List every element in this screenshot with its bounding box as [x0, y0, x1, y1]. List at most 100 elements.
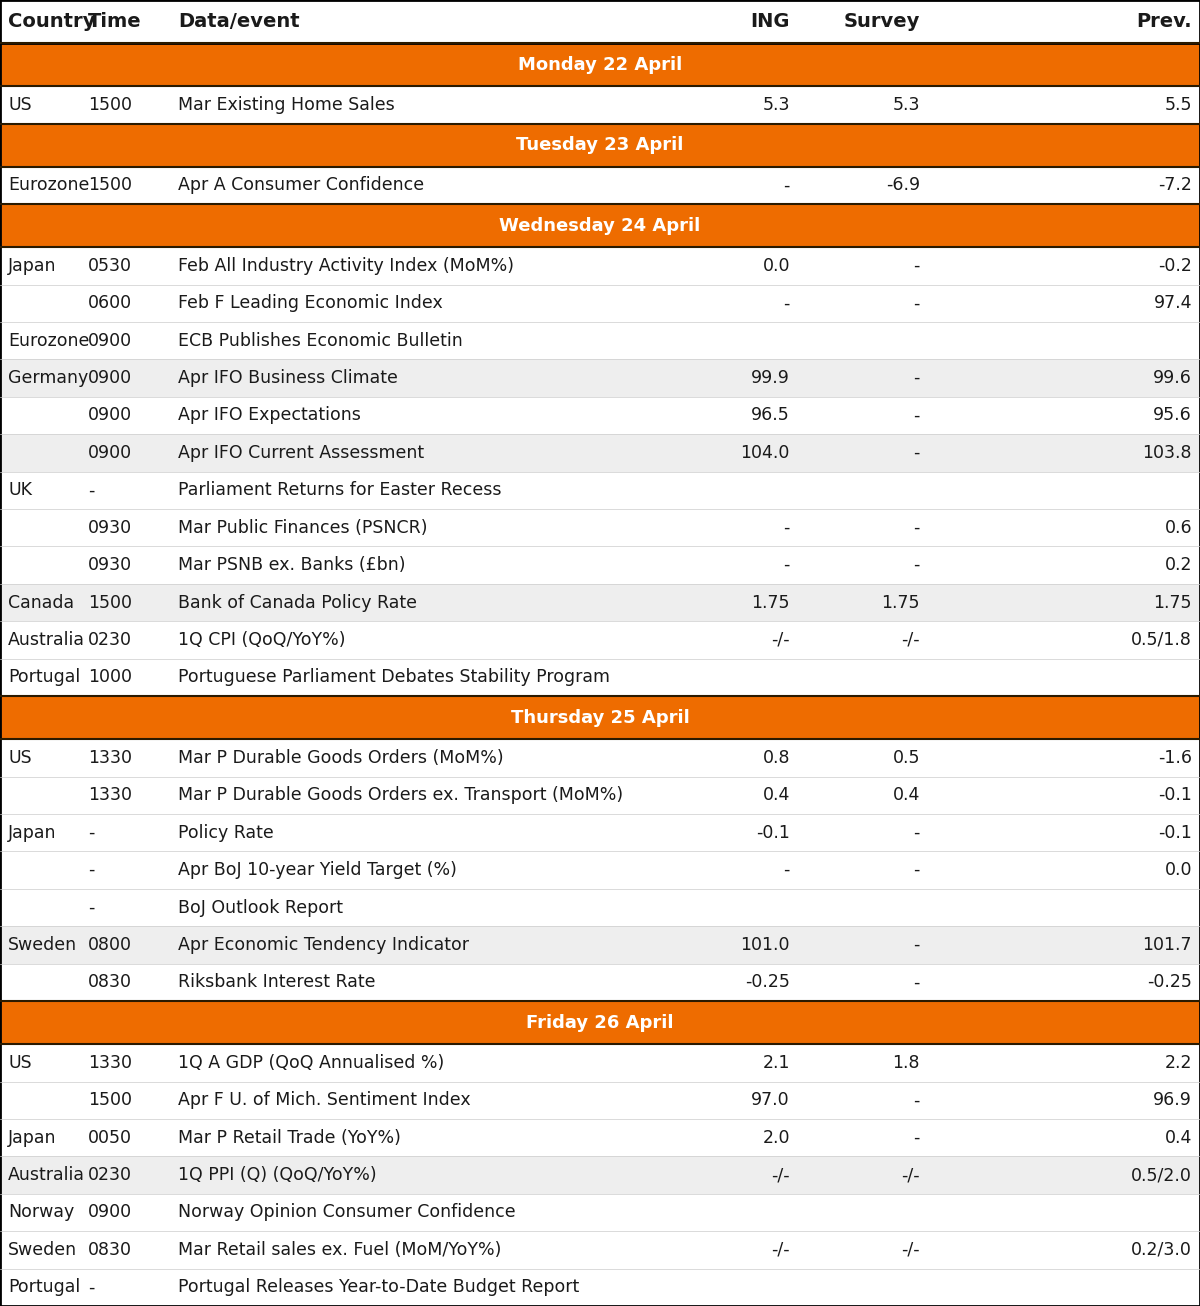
Bar — [0, 1119, 1200, 1156]
Text: 0900: 0900 — [88, 406, 132, 424]
Text: Apr BoJ 10-year Yield Target (%): Apr BoJ 10-year Yield Target (%) — [178, 861, 457, 879]
Bar — [0, 739, 1200, 777]
Text: 0930: 0930 — [88, 556, 132, 575]
Text: -: - — [913, 257, 920, 274]
Text: -0.1: -0.1 — [1158, 824, 1192, 841]
Text: Norway Opinion Consumer Confidence: Norway Opinion Consumer Confidence — [178, 1203, 516, 1221]
Text: -: - — [784, 176, 790, 195]
Text: -/-: -/- — [772, 1166, 790, 1185]
Text: Eurozone: Eurozone — [8, 332, 89, 350]
Text: 2.1: 2.1 — [762, 1054, 790, 1072]
Text: Time: Time — [88, 12, 142, 31]
Text: -: - — [913, 1128, 920, 1147]
Text: 1Q PPI (Q) (QoQ/YoY%): 1Q PPI (Q) (QoQ/YoY%) — [178, 1166, 377, 1185]
Text: Apr IFO Expectations: Apr IFO Expectations — [178, 406, 361, 424]
Text: 0830: 0830 — [88, 1241, 132, 1259]
Text: Germany: Germany — [8, 370, 89, 387]
Text: -: - — [913, 294, 920, 312]
Text: 95.6: 95.6 — [1153, 406, 1192, 424]
Bar — [0, 1194, 1200, 1232]
Bar — [0, 204, 1200, 247]
Bar — [0, 1232, 1200, 1268]
Text: Friday 26 April: Friday 26 April — [527, 1013, 673, 1032]
Text: -: - — [913, 406, 920, 424]
Text: -: - — [913, 973, 920, 991]
Bar — [0, 285, 1200, 323]
Text: -: - — [913, 556, 920, 575]
Text: 0830: 0830 — [88, 973, 132, 991]
Text: -: - — [88, 1279, 95, 1297]
Bar — [0, 434, 1200, 471]
Text: 0.5/1.8: 0.5/1.8 — [1132, 631, 1192, 649]
Text: -/-: -/- — [772, 631, 790, 649]
Text: Mar P Retail Trade (YoY%): Mar P Retail Trade (YoY%) — [178, 1128, 401, 1147]
Bar — [0, 926, 1200, 964]
Text: -6.9: -6.9 — [886, 176, 920, 195]
Bar — [0, 471, 1200, 509]
Text: Japan: Japan — [8, 824, 56, 841]
Text: Canada: Canada — [8, 593, 74, 611]
Text: Mar P Durable Goods Orders ex. Transport (MoM%): Mar P Durable Goods Orders ex. Transport… — [178, 786, 623, 804]
Text: -: - — [784, 861, 790, 879]
Text: 0.8: 0.8 — [762, 748, 790, 767]
Text: 0.0: 0.0 — [1164, 861, 1192, 879]
Text: 103.8: 103.8 — [1142, 444, 1192, 462]
Bar — [0, 696, 1200, 739]
Bar — [0, 1156, 1200, 1194]
Bar — [0, 889, 1200, 926]
Text: -: - — [88, 899, 95, 917]
Bar — [0, 1000, 1200, 1043]
Text: -0.2: -0.2 — [1158, 257, 1192, 274]
Bar — [0, 0, 1200, 43]
Text: UK: UK — [8, 482, 32, 499]
Text: -0.1: -0.1 — [756, 824, 790, 841]
Text: 0900: 0900 — [88, 444, 132, 462]
Text: -: - — [913, 936, 920, 953]
Text: Apr IFO Current Assessment: Apr IFO Current Assessment — [178, 444, 424, 462]
Text: 5.5: 5.5 — [1164, 95, 1192, 114]
Bar — [0, 43, 1200, 86]
Bar — [0, 86, 1200, 124]
Text: -: - — [88, 824, 95, 841]
Text: -: - — [913, 444, 920, 462]
Text: 1330: 1330 — [88, 1054, 132, 1072]
Bar — [0, 247, 1200, 285]
Text: 96.5: 96.5 — [751, 406, 790, 424]
Text: -0.25: -0.25 — [745, 973, 790, 991]
Text: Mar P Durable Goods Orders (MoM%): Mar P Durable Goods Orders (MoM%) — [178, 748, 504, 767]
Text: Mar PSNB ex. Banks (£bn): Mar PSNB ex. Banks (£bn) — [178, 556, 406, 575]
Text: Mar Existing Home Sales: Mar Existing Home Sales — [178, 95, 395, 114]
Bar — [0, 1268, 1200, 1306]
Text: 96.9: 96.9 — [1153, 1092, 1192, 1109]
Text: 1500: 1500 — [88, 176, 132, 195]
Bar — [0, 964, 1200, 1000]
Text: Sweden: Sweden — [8, 1241, 77, 1259]
Text: 0600: 0600 — [88, 294, 132, 312]
Text: 5.3: 5.3 — [893, 95, 920, 114]
Text: Eurozone: Eurozone — [8, 176, 89, 195]
Text: Australia: Australia — [8, 631, 85, 649]
Text: Country: Country — [8, 12, 95, 31]
Text: -: - — [88, 861, 95, 879]
Text: 0530: 0530 — [88, 257, 132, 274]
Text: Apr IFO Business Climate: Apr IFO Business Climate — [178, 370, 398, 387]
Text: 0900: 0900 — [88, 1203, 132, 1221]
Bar — [0, 814, 1200, 852]
Text: 1000: 1000 — [88, 669, 132, 687]
Text: 97.0: 97.0 — [751, 1092, 790, 1109]
Text: 101.0: 101.0 — [740, 936, 790, 953]
Text: -0.25: -0.25 — [1147, 973, 1192, 991]
Text: 0.2: 0.2 — [1164, 556, 1192, 575]
Text: 0.4: 0.4 — [763, 786, 790, 804]
Text: -: - — [913, 518, 920, 537]
Text: Portuguese Parliament Debates Stability Program: Portuguese Parliament Debates Stability … — [178, 669, 610, 687]
Text: Tuesday 23 April: Tuesday 23 April — [516, 136, 684, 154]
Text: Thursday 25 April: Thursday 25 April — [511, 709, 689, 726]
Text: 1500: 1500 — [88, 1092, 132, 1109]
Text: 0050: 0050 — [88, 1128, 132, 1147]
Text: ECB Publishes Economic Bulletin: ECB Publishes Economic Bulletin — [178, 332, 463, 350]
Text: Mar Retail sales ex. Fuel (MoM/YoY%): Mar Retail sales ex. Fuel (MoM/YoY%) — [178, 1241, 502, 1259]
Bar — [0, 852, 1200, 889]
Text: Monday 22 April: Monday 22 April — [518, 56, 682, 73]
Text: -: - — [913, 1092, 920, 1109]
